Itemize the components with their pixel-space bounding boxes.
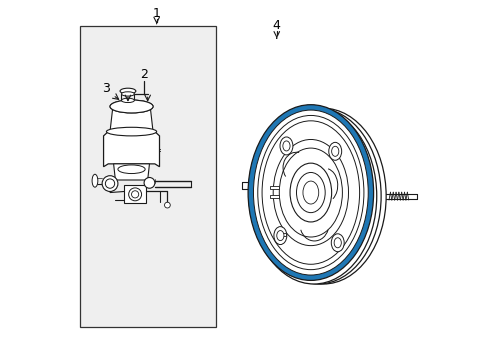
Ellipse shape <box>262 121 359 264</box>
Ellipse shape <box>260 108 386 284</box>
Ellipse shape <box>328 142 341 160</box>
Ellipse shape <box>120 88 136 94</box>
Ellipse shape <box>280 137 292 155</box>
Text: 4: 4 <box>272 19 280 32</box>
Bar <box>124 185 145 203</box>
Ellipse shape <box>289 163 331 222</box>
Polygon shape <box>113 164 149 180</box>
Ellipse shape <box>330 234 344 252</box>
Bar <box>269 186 278 189</box>
Ellipse shape <box>92 174 98 187</box>
Ellipse shape <box>105 179 115 188</box>
Ellipse shape <box>121 92 134 96</box>
Ellipse shape <box>106 127 156 136</box>
Ellipse shape <box>273 139 348 246</box>
Ellipse shape <box>118 165 145 174</box>
Ellipse shape <box>164 202 170 208</box>
Ellipse shape <box>273 226 286 244</box>
Ellipse shape <box>131 191 139 198</box>
Ellipse shape <box>121 98 134 103</box>
Text: 2: 2 <box>140 68 148 81</box>
Ellipse shape <box>276 230 284 240</box>
Bar <box>276 233 285 235</box>
Ellipse shape <box>282 141 289 151</box>
Ellipse shape <box>110 100 153 113</box>
Text: 1: 1 <box>152 7 160 20</box>
Polygon shape <box>103 132 159 167</box>
Ellipse shape <box>247 105 373 280</box>
Ellipse shape <box>303 181 318 204</box>
Ellipse shape <box>257 116 363 270</box>
Text: 3: 3 <box>102 82 110 95</box>
Ellipse shape <box>279 148 342 237</box>
Polygon shape <box>110 107 153 132</box>
Ellipse shape <box>128 188 142 201</box>
Ellipse shape <box>253 110 367 275</box>
Bar <box>269 195 278 198</box>
Ellipse shape <box>333 238 341 248</box>
Ellipse shape <box>296 172 325 213</box>
Ellipse shape <box>251 108 376 284</box>
Ellipse shape <box>331 146 338 156</box>
Ellipse shape <box>110 100 153 113</box>
Ellipse shape <box>102 176 118 192</box>
Bar <box>80 26 215 327</box>
Ellipse shape <box>255 108 380 284</box>
Ellipse shape <box>144 177 155 188</box>
